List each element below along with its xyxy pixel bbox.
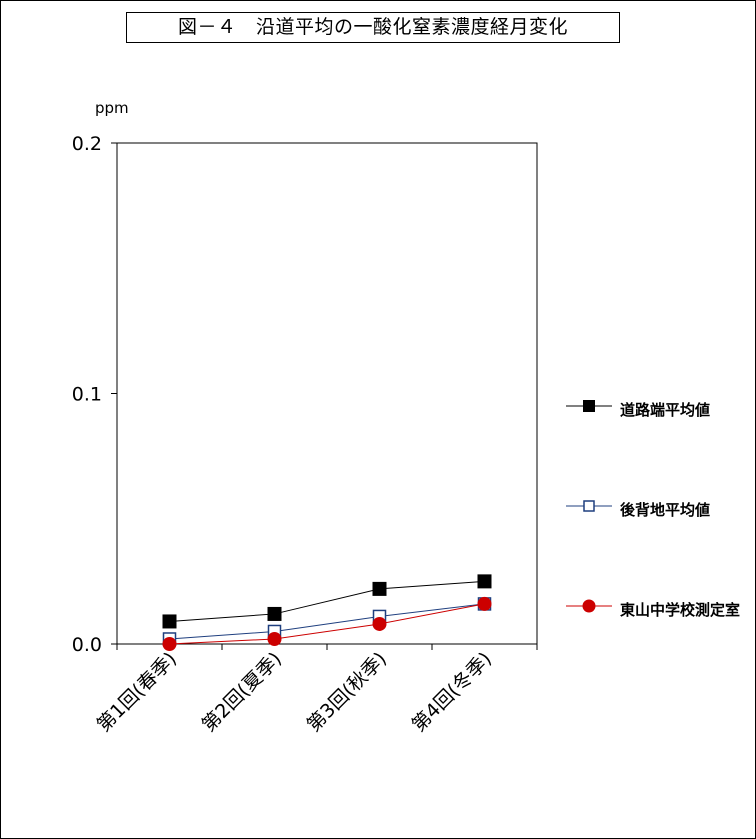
legend-label: 道路端平均値	[620, 401, 711, 419]
x-tick-label: 第1回(春季)	[93, 648, 181, 736]
legend-label: 東山中学校測定室	[620, 601, 741, 619]
data-point	[162, 614, 177, 629]
y-axis-label: ppm	[95, 99, 129, 117]
y-tick-label: 0.2	[72, 133, 102, 155]
data-point	[372, 581, 387, 596]
y-tick-label: 0.0	[72, 634, 102, 656]
plot-area	[116, 142, 538, 645]
x-tick-label: 第2回(夏季)	[198, 648, 286, 736]
x-tick-label: 第4回(冬季)	[408, 648, 496, 736]
chart-title: 図－４ 沿道平均の一酸化窒素濃度経月変化	[126, 12, 620, 43]
series-line	[169, 603, 485, 645]
data-point	[477, 574, 492, 589]
data-point	[477, 596, 492, 611]
series-line	[169, 580, 485, 622]
data-point	[162, 637, 177, 651]
x-axis: 第1回(春季) 第2回(夏季) 第3回(秋季) 第4回(冬季)	[93, 644, 538, 736]
filled-square-marker-icon	[566, 400, 612, 412]
series-line	[169, 603, 485, 640]
filled-circle-marker-icon	[566, 599, 612, 613]
series-layer	[162, 574, 492, 651]
data-point	[267, 606, 282, 621]
data-point	[267, 631, 282, 646]
open-square-marker-icon	[566, 500, 612, 512]
y-tick-label: 0.1	[72, 384, 102, 406]
data-point	[372, 616, 387, 631]
y-axis: 0.0 0.1 0.2	[72, 133, 117, 656]
x-tick-label: 第3回(秋季)	[303, 648, 391, 736]
legend-label: 後背地平均値	[620, 501, 711, 519]
